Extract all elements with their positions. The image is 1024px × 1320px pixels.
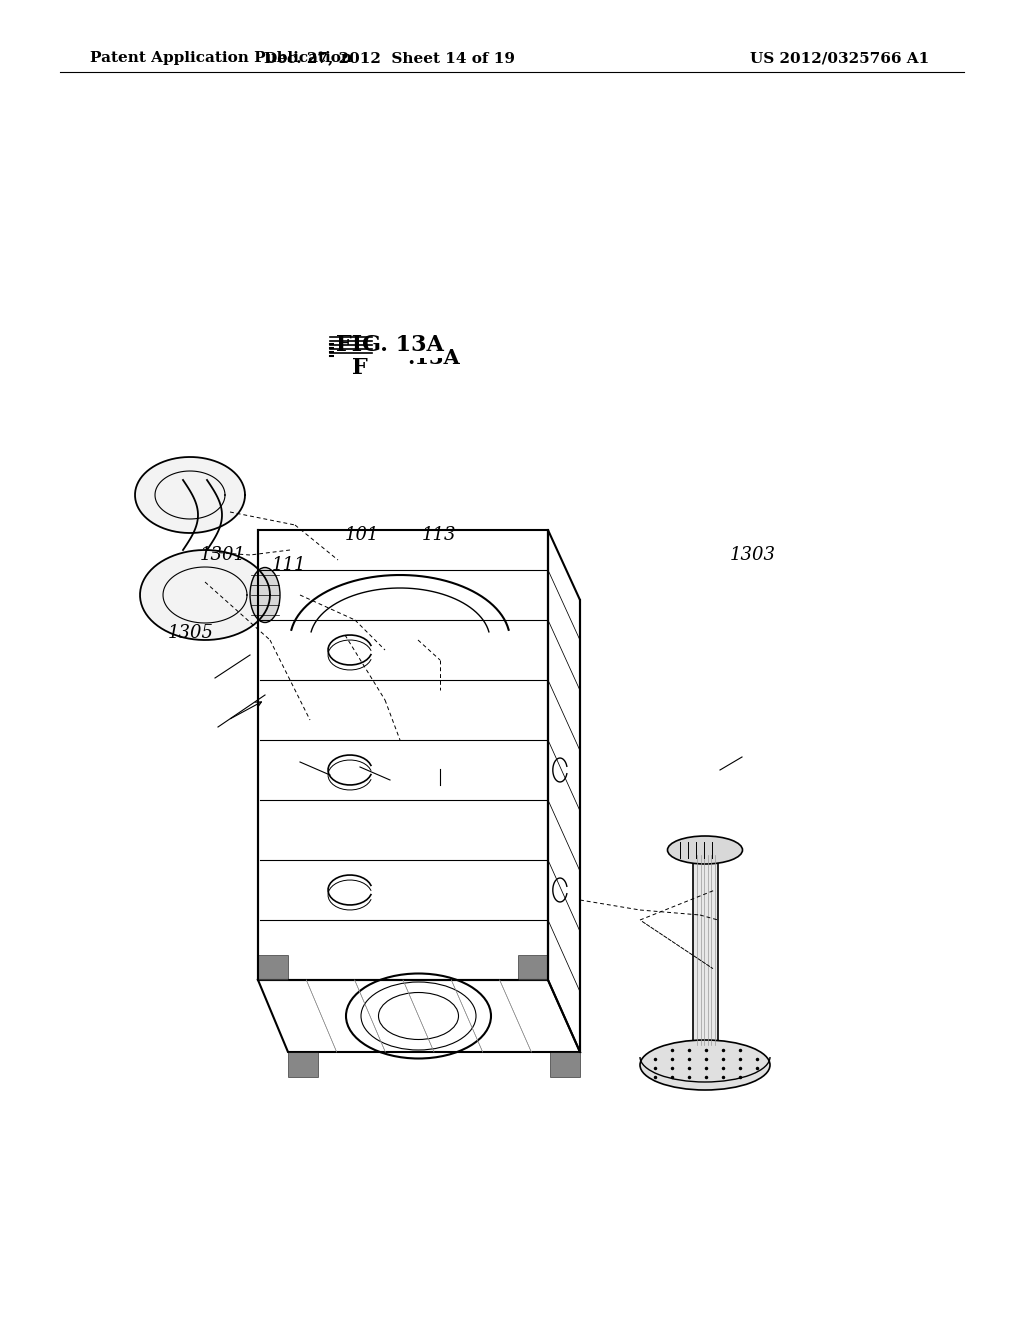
- Polygon shape: [135, 457, 245, 533]
- Text: US 2012/0325766 A1: US 2012/0325766 A1: [750, 51, 929, 65]
- Polygon shape: [258, 954, 288, 979]
- Polygon shape: [550, 1052, 580, 1077]
- Text: Dec. 27, 2012  Sheet 14 of 19: Dec. 27, 2012 Sheet 14 of 19: [264, 51, 515, 65]
- Text: Patent Application Publication: Patent Application Publication: [90, 51, 352, 65]
- Text: 101: 101: [345, 525, 380, 544]
- Text: 1305: 1305: [168, 624, 214, 642]
- Text: 1303: 1303: [730, 546, 776, 564]
- Ellipse shape: [640, 1040, 770, 1090]
- Polygon shape: [693, 850, 718, 1049]
- Polygon shape: [140, 550, 270, 640]
- Text: 1301: 1301: [200, 546, 246, 564]
- Polygon shape: [288, 1052, 318, 1077]
- Ellipse shape: [668, 836, 742, 865]
- Text: .13A: .13A: [407, 348, 460, 368]
- Text: 113: 113: [422, 525, 457, 544]
- Ellipse shape: [250, 568, 280, 623]
- Polygon shape: [518, 954, 548, 979]
- Text: F: F: [352, 356, 368, 379]
- Text: 111: 111: [272, 556, 306, 574]
- Text: FIG. 13A: FIG. 13A: [336, 334, 444, 356]
